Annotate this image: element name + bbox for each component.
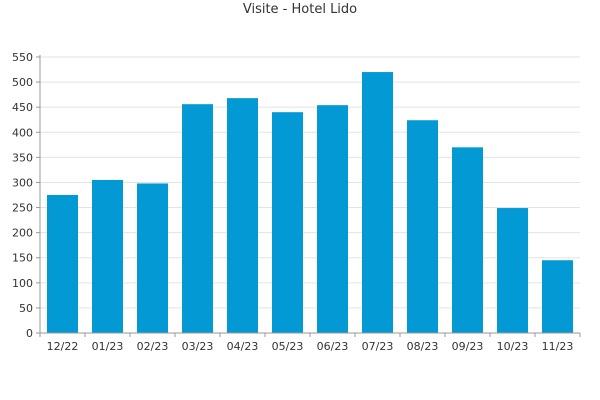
bar-10-23 xyxy=(497,208,528,333)
bar-07-23 xyxy=(362,72,393,334)
x-tick-label: 09/23 xyxy=(452,340,484,353)
y-tick-label: 250 xyxy=(12,202,33,215)
x-tick-label: 02/23 xyxy=(137,340,169,353)
bar-05-23 xyxy=(272,112,303,333)
y-tick-label: 150 xyxy=(12,252,33,265)
x-tick-label: 05/23 xyxy=(272,340,304,353)
y-tick-label: 100 xyxy=(12,277,33,290)
x-tick-label: 04/23 xyxy=(227,340,259,353)
x-tick-label: 10/23 xyxy=(497,340,529,353)
x-tick-label: 01/23 xyxy=(92,340,124,353)
bar-12-22 xyxy=(47,195,78,333)
gridlines xyxy=(40,56,580,309)
y-tick-label: 350 xyxy=(12,151,33,164)
bar-06-23 xyxy=(317,105,348,333)
y-tick-label: 550 xyxy=(12,51,33,64)
axes: 0 50 100 150 200 250 300 350 400 450 500 550 12/22 01… xyxy=(12,51,581,353)
y-tick-label: 450 xyxy=(12,101,33,114)
y-tick-label: 300 xyxy=(12,176,33,189)
x-tick-label: 11/23 xyxy=(542,340,574,353)
bar-02-23 xyxy=(137,183,168,333)
y-tick-label: 400 xyxy=(12,126,33,139)
bars xyxy=(47,72,573,334)
chart-title: Visite - Hotel Lido xyxy=(242,2,358,17)
y-tick-label: 0 xyxy=(26,327,33,340)
bar-11-23 xyxy=(542,260,573,333)
x-tick-label: 03/23 xyxy=(182,340,214,353)
bar-04-23 xyxy=(227,98,258,333)
y-tick-label: 50 xyxy=(19,302,33,315)
y-tick-label: 500 xyxy=(12,76,33,89)
y-tick-label: 200 xyxy=(12,227,33,240)
x-tick-label: 07/23 xyxy=(362,340,394,353)
x-tick-label: 08/23 xyxy=(407,340,439,353)
bar-08-23 xyxy=(407,120,438,333)
x-tick-label: 12/22 xyxy=(47,340,79,353)
x-tick-label: 06/23 xyxy=(317,340,349,353)
bar-03-23 xyxy=(182,104,213,334)
bar-09-23 xyxy=(452,147,483,333)
bar-01-23 xyxy=(92,179,123,333)
